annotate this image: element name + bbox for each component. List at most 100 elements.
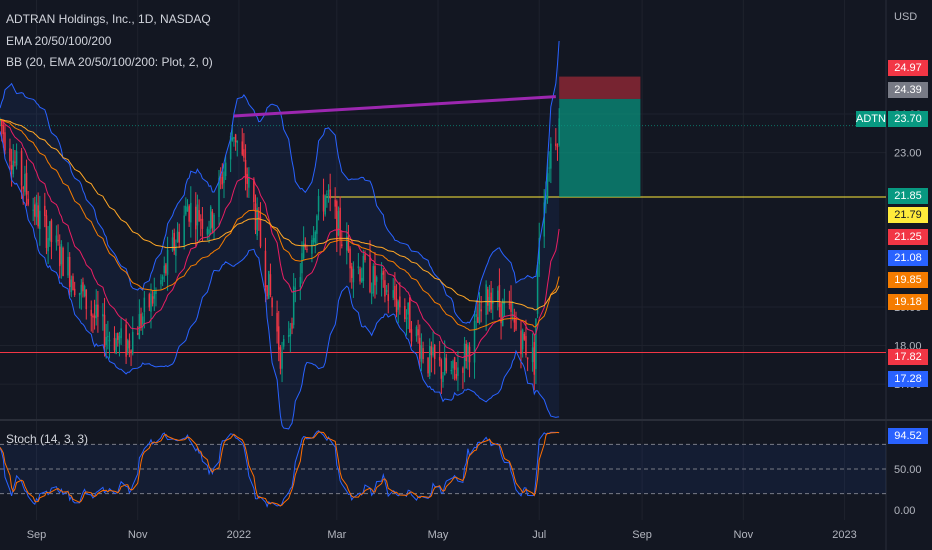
candle-body [190, 202, 192, 223]
candle-body [314, 231, 316, 244]
candle-body [369, 254, 371, 293]
candle-body [374, 265, 376, 286]
candle-body [160, 280, 162, 285]
time-tick-label: Sep [632, 529, 652, 541]
candle-body [533, 342, 536, 375]
candle-body [45, 215, 48, 248]
candle-body [399, 296, 401, 308]
candle-body [385, 290, 388, 293]
candle-body [151, 296, 154, 304]
candle-body [427, 357, 429, 374]
candle-body [125, 324, 127, 357]
candle-body [80, 284, 83, 294]
candle-body [195, 206, 197, 230]
candle-body [543, 202, 545, 237]
candle-body [443, 357, 446, 376]
candle-body [487, 289, 489, 306]
candle-body [85, 289, 88, 310]
candle-body [165, 264, 167, 274]
candle-body [229, 135, 232, 160]
candle-body [244, 159, 247, 179]
bb-legend[interactable]: BB (20, EMA 20/50/100/200: Plot, 2, 0) [6, 55, 213, 69]
candle-body [387, 294, 389, 301]
ema-legend[interactable]: EMA 20/50/100/200 [6, 34, 112, 48]
candle-body [282, 339, 285, 347]
candle-body [120, 328, 122, 339]
candle-body [521, 329, 524, 350]
price-tag: 21.85 [888, 188, 928, 204]
candle-body [90, 309, 93, 316]
candle-body [67, 256, 69, 276]
candle-body [362, 256, 365, 282]
candle-body [384, 280, 386, 297]
candle-body [224, 162, 227, 177]
candle-body [440, 360, 443, 379]
candle-body [329, 189, 331, 199]
candle-body [211, 211, 214, 228]
stop-loss-zone [559, 76, 641, 99]
candle-body [150, 293, 152, 312]
candle-body [370, 292, 373, 294]
candle-body [477, 317, 479, 323]
candle-body [234, 134, 237, 143]
candle-body [428, 346, 431, 377]
candle-body [233, 136, 235, 139]
candle-body [350, 266, 353, 278]
candle-body [4, 132, 6, 151]
candle-body [153, 291, 156, 299]
candle-body [405, 317, 408, 320]
candle-body [455, 374, 458, 379]
ema-20-line [0, 119, 560, 359]
candle-body [107, 336, 109, 338]
candle-body [200, 219, 202, 221]
candle-body [161, 276, 164, 280]
candle-body [526, 357, 529, 360]
price-tag: 23.70 [888, 111, 928, 127]
candle-body [256, 208, 258, 236]
candle-body [196, 204, 199, 226]
candle-body [175, 245, 177, 256]
candle-body [302, 243, 305, 259]
ticker-tag: ADTN [856, 111, 886, 127]
candle-body [218, 177, 220, 217]
candle-body [113, 337, 116, 351]
candle-body [95, 304, 97, 319]
candle-body [213, 214, 215, 233]
candle-body [555, 143, 557, 147]
candle-body [253, 178, 255, 203]
candle-body [198, 210, 200, 221]
candle-body [347, 236, 350, 252]
candle-body [178, 232, 180, 243]
candle-body [22, 187, 24, 189]
candle-body [513, 318, 516, 323]
candle-body [346, 236, 348, 251]
chart-title: ADTRAN Holdings, Inc., 1D, NASDAQ [6, 12, 211, 26]
candle-body [201, 218, 204, 229]
candle-body [60, 244, 63, 265]
ema-50-line [0, 119, 560, 331]
candle-body [558, 118, 560, 146]
candle-body [136, 333, 139, 335]
candle-body [269, 274, 272, 296]
stoch-legend[interactable]: Stoch (14, 3, 3) [6, 432, 89, 446]
time-tick-label: Mar [327, 529, 346, 541]
candle-body [357, 266, 360, 269]
candle-body [241, 141, 243, 155]
candle-body [488, 297, 491, 312]
candle-body [155, 289, 157, 295]
candle-body [500, 303, 502, 324]
candle-body [478, 303, 481, 324]
candle-body [359, 268, 361, 282]
price-tag: 21.08 [888, 250, 928, 266]
candle-body [103, 314, 106, 347]
candle-body [73, 288, 76, 296]
candle-body [246, 174, 248, 184]
candle-body [394, 285, 396, 300]
candle-body [292, 286, 295, 325]
candle-body [14, 161, 16, 163]
candle-body [548, 167, 550, 169]
candle-body [138, 314, 141, 339]
candle-body [254, 203, 257, 230]
